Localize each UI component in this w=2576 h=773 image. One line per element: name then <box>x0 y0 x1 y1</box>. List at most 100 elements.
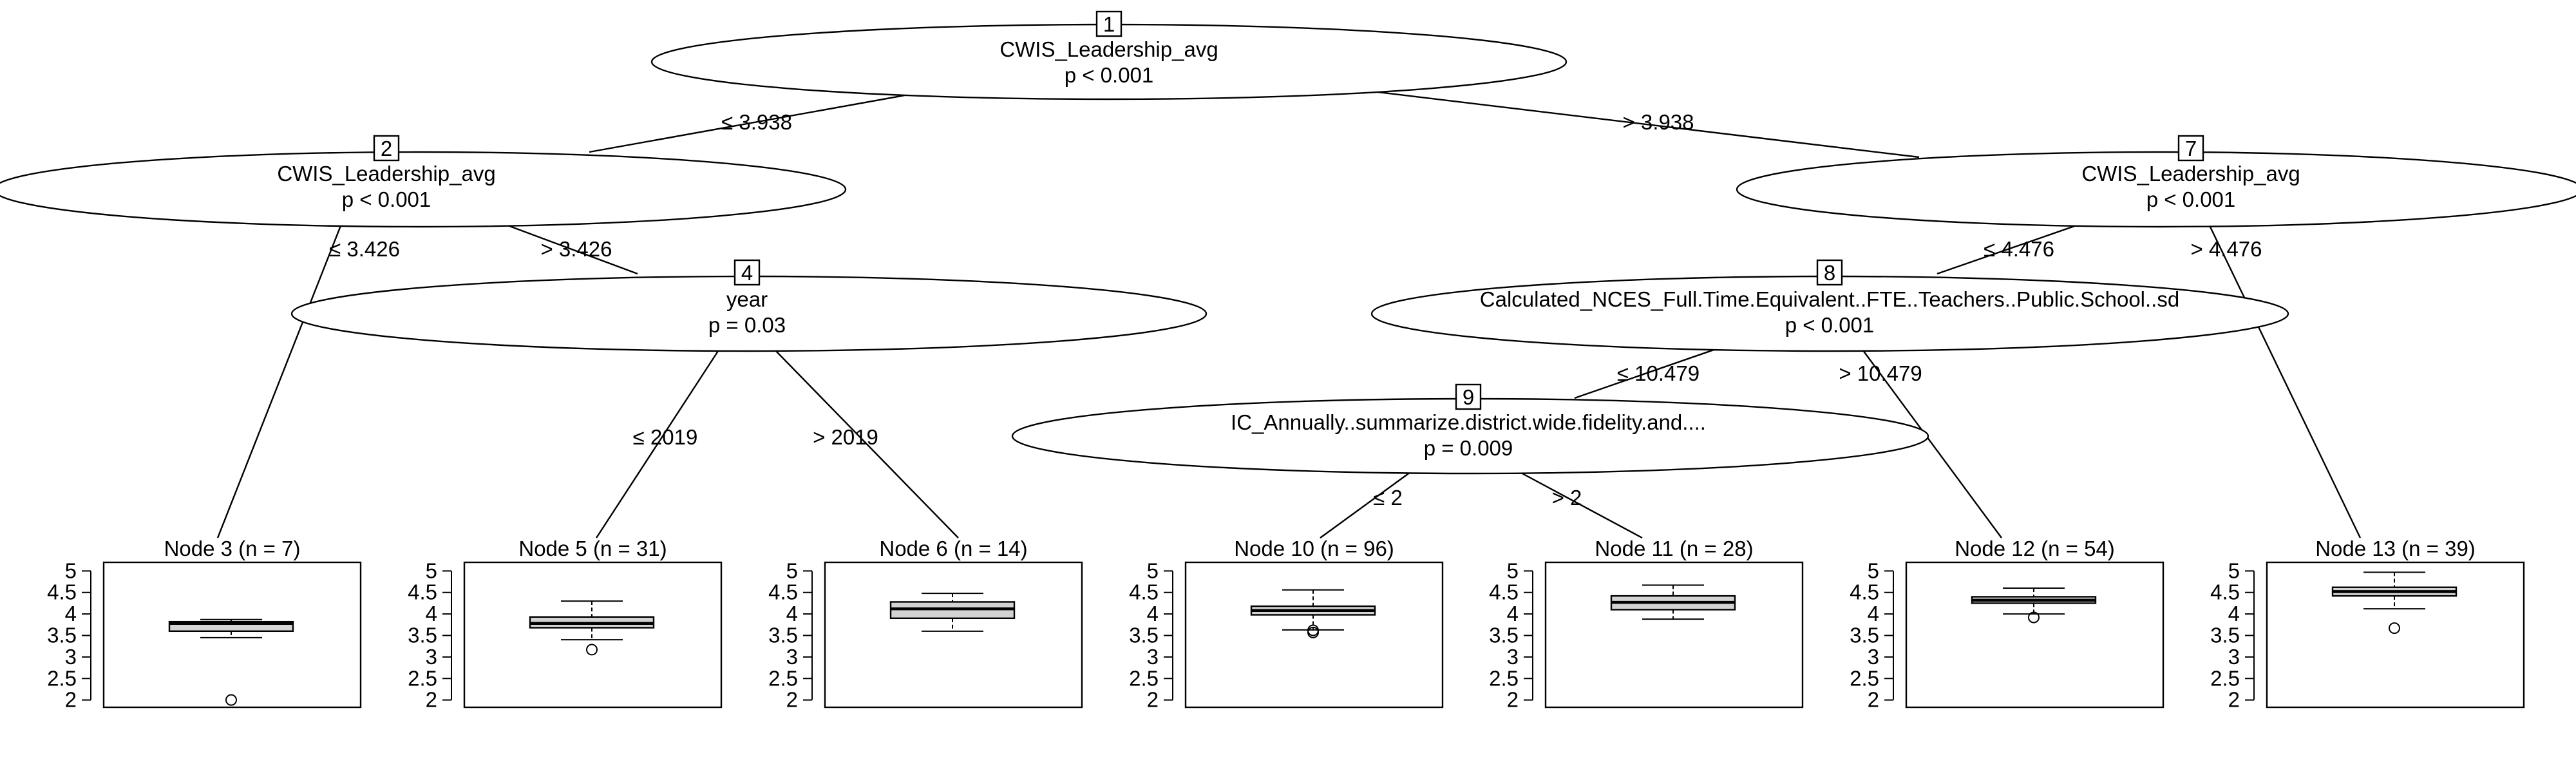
edge-7-13 <box>2208 224 2362 539</box>
y-tick-label: 3 <box>65 645 77 669</box>
y-tick-label: 3.5 <box>408 624 437 647</box>
edge-2-3 <box>216 224 343 539</box>
terminal-node-10: Node 10 (n = 96) 54.543.532.52 <box>1129 537 1444 712</box>
outlier-point <box>225 694 237 706</box>
edge-8-9 <box>1574 347 1720 399</box>
y-tick-label: 4.5 <box>1129 580 1159 604</box>
y-tick-label: 4 <box>1868 602 1879 625</box>
y-tick-label: 2 <box>426 688 437 712</box>
node-id-9: 9 <box>1463 385 1474 409</box>
tree-edges <box>216 91 2362 539</box>
split-variable-9: IC_Annually..summarize.district.wide.fid… <box>1231 410 1706 434</box>
edge-label-9-11: > 2 <box>1552 486 1582 510</box>
y-tick-label: 3.5 <box>1129 624 1159 647</box>
y-tick-label: 4 <box>426 602 437 625</box>
split-node-7: 7 CWIS_Leadership_avg p < 0.001 <box>1736 135 2576 228</box>
y-tick-label: 5 <box>1507 558 1519 582</box>
node-id-2: 2 <box>381 137 392 160</box>
node-id-box-7 <box>2177 135 2204 162</box>
y-tick-label: 2 <box>65 688 77 712</box>
split-node-1: 1 CWIS_Leadership_avg p < 0.001 <box>650 10 1567 100</box>
y-tick-label: 4.5 <box>2210 580 2240 604</box>
y-tick-label: 3 <box>1507 645 1519 669</box>
split-variable-8: Calculated_NCES_Full.Time.Equivalent..FT… <box>1480 287 2179 311</box>
y-tick-label: 4.5 <box>768 580 798 604</box>
edge-1-2 <box>589 94 905 153</box>
edge-label-4-5: ≤ 2019 <box>633 425 698 449</box>
outlier-point <box>1307 624 1319 636</box>
y-tick-label: 4 <box>2228 602 2240 625</box>
boxplot-panel <box>2266 561 2525 709</box>
node-id-box-4 <box>734 259 761 286</box>
y-tick-label: 2.5 <box>1850 666 1879 690</box>
split-node-7-ellipse <box>1736 151 2576 228</box>
edge-4-6 <box>775 350 959 539</box>
edge-label-8-12: > 10.479 <box>1839 361 1922 385</box>
split-p-value-2: p < 0.001 <box>342 187 431 211</box>
edge-7-8 <box>1937 223 2081 275</box>
outlier-point <box>2389 622 2400 635</box>
terminal-node-title: Node 10 (n = 96) <box>1234 537 1394 560</box>
node-id-box-9 <box>1455 383 1482 410</box>
edge-label-9-10: ≤ 2 <box>1373 486 1403 510</box>
edge-label-7-13: > 4.476 <box>2190 237 2262 261</box>
y-tick-label: 5 <box>426 558 437 582</box>
edge-label-7-8: ≤ 4.476 <box>1984 237 2054 261</box>
y-tick-label: 3 <box>1868 645 1879 669</box>
split-variable-2: CWIS_Leadership_avg <box>277 162 495 186</box>
boxplot-panel <box>102 561 362 709</box>
y-tick-label: 2 <box>1868 688 1879 712</box>
boxplot-panel <box>824 561 1083 709</box>
terminal-node-3: Node 3 (n = 7) 54.543.532.52 <box>47 537 362 712</box>
terminal-node-13: Node 13 (n = 39) 54.543.532.52 <box>2210 537 2525 712</box>
y-tick-label: 4.5 <box>408 580 437 604</box>
y-tick-label: 3 <box>2228 645 2240 669</box>
boxplot-panel <box>1905 561 2164 709</box>
y-tick-label: 4.5 <box>1850 580 1879 604</box>
terminal-node-title: Node 12 (n = 54) <box>1955 537 2115 560</box>
terminal-node-title: Node 3 (n = 7) <box>164 537 301 560</box>
y-tick-label: 3 <box>426 645 437 669</box>
terminal-node-12: Node 12 (n = 54) 54.543.532.52 <box>1850 537 2164 712</box>
y-tick-label: 2.5 <box>47 666 77 690</box>
edge-label-4-6: > 2019 <box>813 425 878 449</box>
edge-8-12 <box>1861 347 2002 539</box>
node-id-1: 1 <box>1103 12 1115 36</box>
y-tick-label: 4 <box>1507 602 1519 625</box>
y-tick-label: 5 <box>1868 558 1879 582</box>
split-node-2: 2 CWIS_Leadership_avg p < 0.001 <box>0 135 847 228</box>
split-p-value-8: p < 0.001 <box>1785 313 1875 337</box>
y-tick-label: 2.5 <box>1489 666 1519 690</box>
outlier-point <box>586 644 598 656</box>
split-variable-4: year <box>726 287 768 311</box>
terminal-node-title: Node 11 (n = 28) <box>1595 537 1753 560</box>
y-tick-label: 4.5 <box>47 580 77 604</box>
terminal-node-title: Node 6 (n = 14) <box>879 537 1027 560</box>
terminal-node-5: Node 5 (n = 31) 54.543.532.52 <box>408 537 723 712</box>
node-id-box-8 <box>1816 259 1843 286</box>
y-tick-label: 2 <box>1507 688 1519 712</box>
y-tick-label: 2.5 <box>768 666 798 690</box>
node-id-box-2 <box>373 135 400 162</box>
y-tick-label: 3.5 <box>768 624 798 647</box>
y-tick-label: 2 <box>2228 688 2240 712</box>
y-tick-label: 2.5 <box>1129 666 1159 690</box>
edge-label-2-3: ≤ 3.426 <box>329 237 400 261</box>
y-tick-label: 3 <box>786 645 798 669</box>
y-tick-label: 2.5 <box>2210 666 2240 690</box>
split-variable-1: CWIS_Leadership_avg <box>999 37 1218 61</box>
split-node-2-ellipse <box>0 151 847 228</box>
y-tick-label: 5 <box>65 558 77 582</box>
y-tick-label: 4 <box>65 602 77 625</box>
split-node-8: 8 Calculated_NCES_Full.Time.Equivalent..… <box>1370 259 2289 352</box>
edge-9-10 <box>1320 472 1411 539</box>
terminal-node-title: Node 13 (n = 39) <box>2315 537 2476 560</box>
edge-2-4 <box>498 221 638 275</box>
edge-9-11 <box>1519 471 1643 539</box>
node-id-4: 4 <box>741 261 753 285</box>
y-tick-label: 5 <box>1147 558 1159 582</box>
node-id-8: 8 <box>1824 261 1835 285</box>
edge-label-8-9: ≤ 10.479 <box>1617 361 1700 385</box>
edge-label-1-7: > 3.938 <box>1622 110 1694 134</box>
